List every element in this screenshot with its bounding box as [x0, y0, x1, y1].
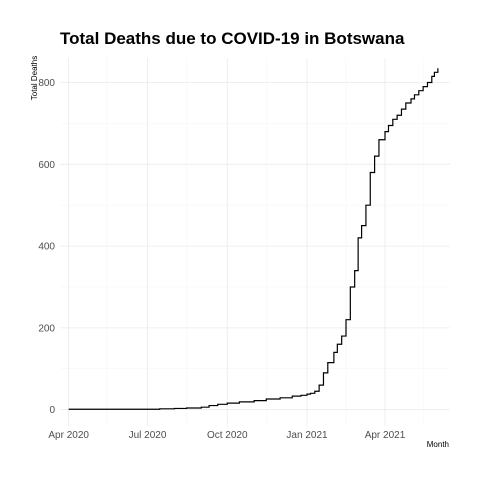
x-tick-label: Apr 2021 [365, 430, 406, 441]
x-tick-label: Jul 2020 [129, 430, 167, 441]
y-tick-label: 600 [38, 160, 55, 171]
y-axis-title: Total Deaths [30, 56, 39, 100]
x-tick-label: Apr 2020 [48, 430, 89, 441]
series-total-deaths [68, 68, 439, 410]
x-axis-ticks: Apr 2020 Jul 2020 Oct 2020 Jan 2021 Apr 2021 [48, 430, 405, 441]
y-axis-ticks: 0 200 400 600 800 [38, 78, 55, 416]
grid [60, 58, 450, 426]
series-line [68, 68, 439, 410]
x-tick-label: Oct 2020 [207, 430, 248, 441]
y-tick-label: 200 [38, 323, 55, 334]
x-tick-label: Jan 2021 [286, 430, 328, 441]
chart-title: Total Deaths due to COVID-19 in Botswana [60, 29, 405, 48]
y-tick-label: 800 [38, 78, 55, 89]
x-axis-title: Month [427, 440, 449, 449]
y-tick-label: 0 [49, 405, 55, 416]
y-tick-label: 400 [38, 242, 55, 253]
